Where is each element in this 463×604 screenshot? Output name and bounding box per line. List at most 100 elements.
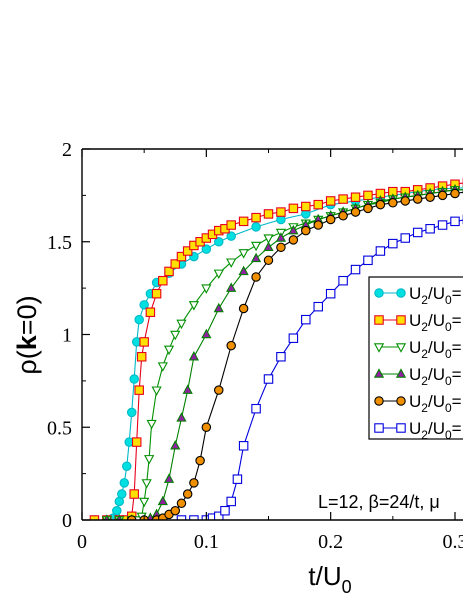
data-point	[376, 247, 384, 255]
data-point	[252, 405, 260, 413]
data-point	[221, 507, 229, 515]
data-point	[339, 212, 347, 220]
x-tick-label: 0.2	[318, 531, 343, 553]
y-axis-title: ρ(k=0)	[12, 295, 42, 374]
data-point	[302, 202, 310, 210]
y-tick-label: 0.5	[47, 417, 72, 439]
legend-marker	[375, 397, 383, 405]
data-point	[289, 236, 297, 244]
y-axis-title-text: ρ(k=0)	[12, 295, 42, 374]
data-point	[123, 462, 131, 470]
data-point	[426, 225, 434, 233]
y-tick-label: 2	[62, 139, 72, 161]
data-point	[177, 413, 185, 421]
data-point	[451, 189, 459, 197]
data-point	[142, 480, 150, 488]
data-point	[389, 199, 397, 207]
data-point	[120, 479, 128, 487]
y-tick-label: 1	[62, 325, 72, 347]
data-point	[326, 215, 334, 223]
data-point	[264, 256, 272, 264]
data-point	[326, 197, 334, 205]
data-point	[140, 498, 148, 506]
legend-marker	[375, 289, 383, 297]
data-point	[135, 315, 143, 323]
data-point	[177, 499, 185, 507]
data-point	[451, 217, 459, 225]
data-point	[351, 193, 359, 201]
data-point	[171, 331, 179, 339]
x-axis-title-text: t/U0	[308, 561, 351, 597]
data-point	[376, 200, 384, 208]
data-point	[171, 441, 179, 449]
data-point	[145, 456, 153, 464]
data-point	[140, 338, 148, 346]
y-tick-label: 0	[62, 510, 72, 532]
data-point	[414, 228, 422, 236]
data-point	[202, 330, 210, 338]
data-point	[130, 375, 138, 383]
x-tick-label: 0.1	[194, 531, 219, 553]
data-point	[190, 479, 198, 487]
legend: U2/U0=U2/U0=U2/U0=U2/U0=U2/U0=U2/U0=	[369, 277, 463, 442]
legend-marker	[375, 316, 383, 324]
data-point	[252, 213, 260, 221]
data-point	[196, 456, 204, 464]
data-point	[414, 195, 422, 203]
data-point	[277, 233, 285, 241]
data-point	[401, 234, 409, 242]
legend-marker	[397, 289, 405, 297]
data-point	[183, 490, 191, 498]
data-point	[339, 277, 347, 285]
data-point	[147, 420, 155, 428]
data-point	[133, 438, 141, 446]
data-point	[239, 250, 247, 258]
data-point	[364, 204, 372, 212]
data-point	[152, 387, 160, 395]
data-point	[227, 221, 235, 229]
data-point	[438, 191, 446, 199]
x-tick-label: 0	[77, 531, 87, 553]
data-point	[289, 204, 297, 212]
data-point	[135, 386, 143, 394]
data-point	[264, 210, 272, 218]
data-point	[190, 352, 198, 360]
data-point	[159, 497, 167, 505]
data-point	[302, 226, 310, 234]
data-point	[113, 507, 121, 515]
legend-marker	[397, 424, 405, 432]
x-tick-label: 0.3	[443, 531, 463, 553]
data-point	[302, 315, 310, 323]
data-point	[351, 265, 359, 273]
data-point	[252, 242, 260, 250]
data-point	[252, 223, 260, 231]
data-point	[277, 243, 285, 251]
data-point	[438, 221, 446, 229]
data-point	[146, 308, 154, 316]
data-point	[130, 490, 138, 498]
data-point	[314, 221, 322, 229]
data-point	[233, 475, 241, 483]
data-point	[351, 208, 359, 216]
data-point	[159, 363, 167, 371]
x-axis-title: t/U0	[308, 561, 351, 597]
data-point	[252, 254, 260, 262]
data-point	[202, 423, 210, 431]
data-point	[264, 235, 272, 243]
data-point	[152, 289, 160, 297]
annotation-text: L=12, β=24/t, μ	[318, 492, 440, 512]
data-point	[426, 193, 434, 201]
y-tick-label: 1.5	[47, 232, 72, 254]
data-point	[389, 239, 397, 247]
data-point	[137, 353, 145, 361]
data-point	[277, 208, 285, 216]
data-point	[177, 320, 185, 328]
data-point	[171, 507, 179, 515]
data-point	[314, 200, 322, 208]
legend-marker	[375, 424, 383, 432]
data-point	[227, 259, 235, 267]
data-point	[227, 497, 235, 505]
data-point	[364, 256, 372, 264]
